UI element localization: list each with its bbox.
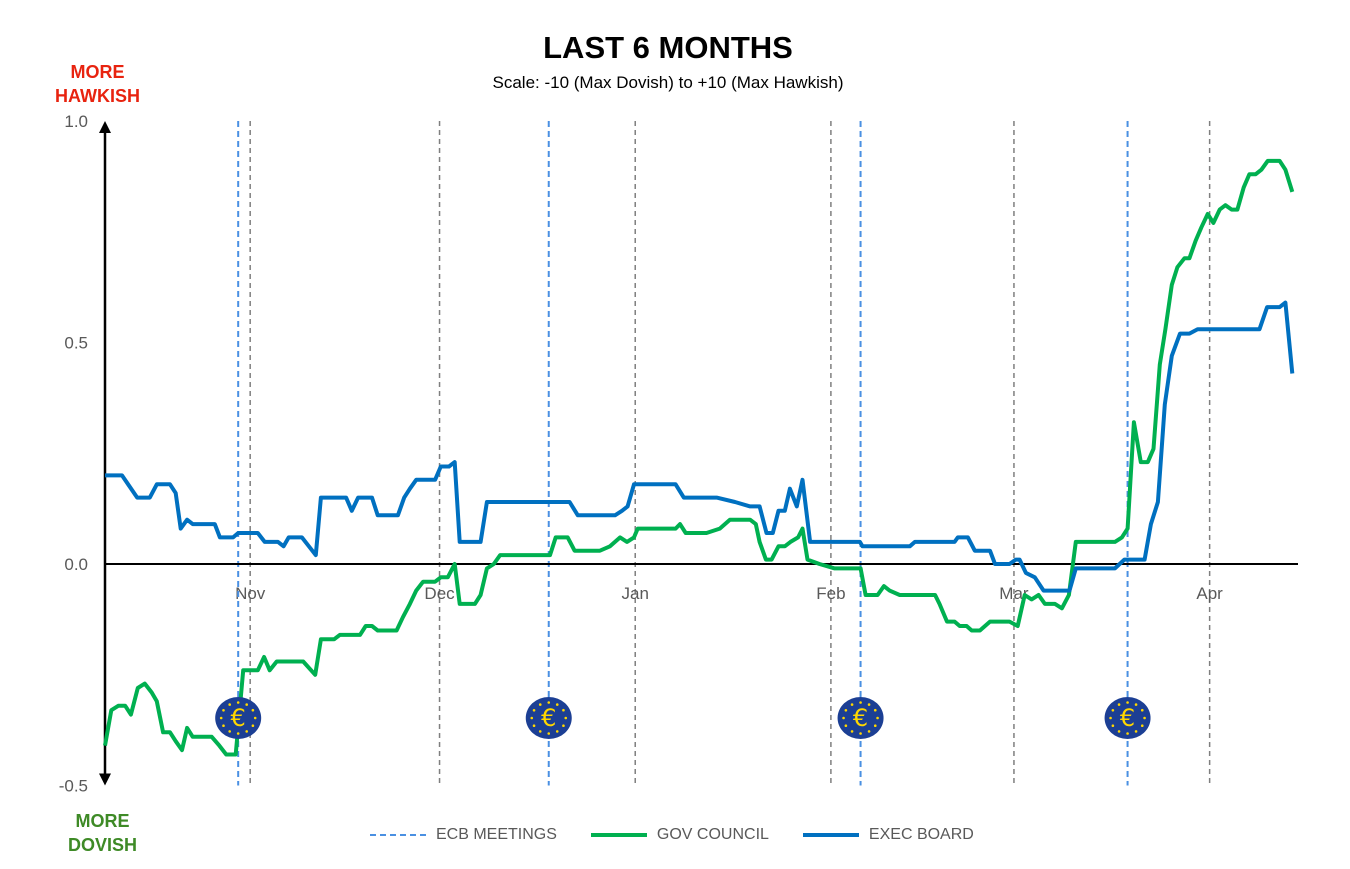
legend-item-gov: GOV COUNCIL — [590, 826, 769, 844]
legend-swatch-exec — [802, 833, 859, 837]
legend-item-exec: EXEC BOARD — [802, 826, 974, 844]
euro-star — [850, 730, 854, 733]
y-axis-up-arrow — [99, 121, 111, 133]
legend-label-gov: GOV COUNCIL — [656, 826, 769, 843]
euro-badge-bg — [525, 697, 572, 739]
legend-swatch-gov — [590, 833, 647, 837]
exec-board-line — [105, 300, 1295, 593]
euro-star — [867, 730, 871, 733]
ecb-euro-icon: € — [1104, 697, 1151, 739]
month-tick-label: Feb — [816, 584, 845, 603]
euro-star — [844, 709, 848, 712]
euro-star — [1126, 732, 1129, 735]
y-tick-label: 0.0 — [64, 555, 88, 574]
euro-star — [564, 716, 568, 720]
euro-star — [251, 724, 255, 727]
legend-label-exec: EXEC BOARD — [868, 826, 974, 843]
euro-star — [547, 732, 551, 735]
ecb-euro-icon: € — [837, 697, 884, 739]
euro-symbol: € — [853, 704, 868, 732]
euro-star — [1117, 730, 1121, 733]
euro-star — [876, 716, 879, 720]
euro-star — [844, 724, 848, 727]
euro-star — [532, 709, 536, 712]
euro-badge-bg — [215, 697, 262, 739]
euro-symbol: € — [1120, 704, 1135, 732]
euro-star — [1143, 716, 1146, 720]
more-dovish-label: MORE DOVISH — [67, 811, 137, 855]
y-axis-down-arrow — [99, 773, 111, 786]
euro-star — [222, 724, 225, 727]
legend: ECB MEETINGS GOV COUNCIL EXEC BOARD — [370, 826, 974, 844]
legend-item-ecb: ECB MEETINGS — [370, 826, 557, 844]
euro-star — [251, 708, 255, 712]
euro-star — [530, 716, 534, 720]
y-tick-label: 0.5 — [64, 334, 88, 353]
euro-star — [1134, 730, 1138, 733]
euro-star — [1111, 709, 1115, 712]
euro-star — [859, 732, 862, 735]
euro-star — [253, 716, 257, 720]
euro-star — [842, 716, 845, 720]
euro-star — [555, 730, 559, 733]
euro-star — [1111, 724, 1115, 727]
euro-star — [1126, 701, 1129, 704]
euro-star — [850, 703, 854, 706]
euro-star — [228, 703, 231, 706]
month-tick-label: Apr — [1196, 584, 1223, 603]
euro-star — [538, 703, 542, 706]
euro-badge-bg — [837, 697, 884, 739]
euro-star — [245, 730, 248, 733]
legend-swatch-ecb — [370, 834, 426, 836]
euro-star — [236, 701, 240, 704]
month-tick-label: Nov — [235, 584, 266, 603]
euro-star — [228, 730, 231, 733]
euro-symbol: € — [231, 704, 246, 732]
euro-star — [236, 732, 240, 735]
euro-star — [538, 730, 542, 733]
ecb-euro-icon: € — [215, 697, 262, 739]
euro-star — [873, 708, 877, 712]
euro-star — [1140, 724, 1144, 727]
euro-star — [222, 709, 225, 712]
gov-council-line — [103, 158, 1295, 757]
more-hawkish-label: MORE HAWKISH — [55, 62, 140, 106]
euro-star — [555, 703, 559, 706]
month-tick-label: Jan — [622, 584, 649, 603]
month-tick-label: Mar — [999, 584, 1029, 603]
euro-star — [1140, 708, 1144, 712]
chart-title: LAST 6 MONTHS — [543, 30, 793, 65]
euro-star — [245, 703, 248, 706]
euro-star — [1109, 716, 1112, 720]
euro-symbol: € — [541, 704, 556, 732]
euro-star — [532, 724, 536, 727]
legend-label-ecb: ECB MEETINGS — [436, 826, 557, 843]
y-tick-label: 1.0 — [64, 112, 88, 131]
euro-star — [562, 708, 565, 712]
month-tick-label: Dec — [424, 584, 455, 603]
y-tick-label: -0.5 — [59, 777, 88, 796]
euro-star — [219, 716, 223, 720]
euro-star — [547, 701, 551, 704]
euro-star — [1134, 703, 1138, 706]
chart-subtitle: Scale: -10 (Max Dovish) to +10 (Max Hawk… — [492, 73, 844, 92]
euro-star — [1117, 703, 1121, 706]
euro-star — [859, 701, 862, 704]
euro-star — [867, 703, 871, 706]
euro-star — [873, 724, 877, 727]
ecb-euro-icon: € — [525, 697, 572, 739]
euro-badge-bg — [1104, 697, 1151, 739]
euro-star — [562, 724, 565, 727]
